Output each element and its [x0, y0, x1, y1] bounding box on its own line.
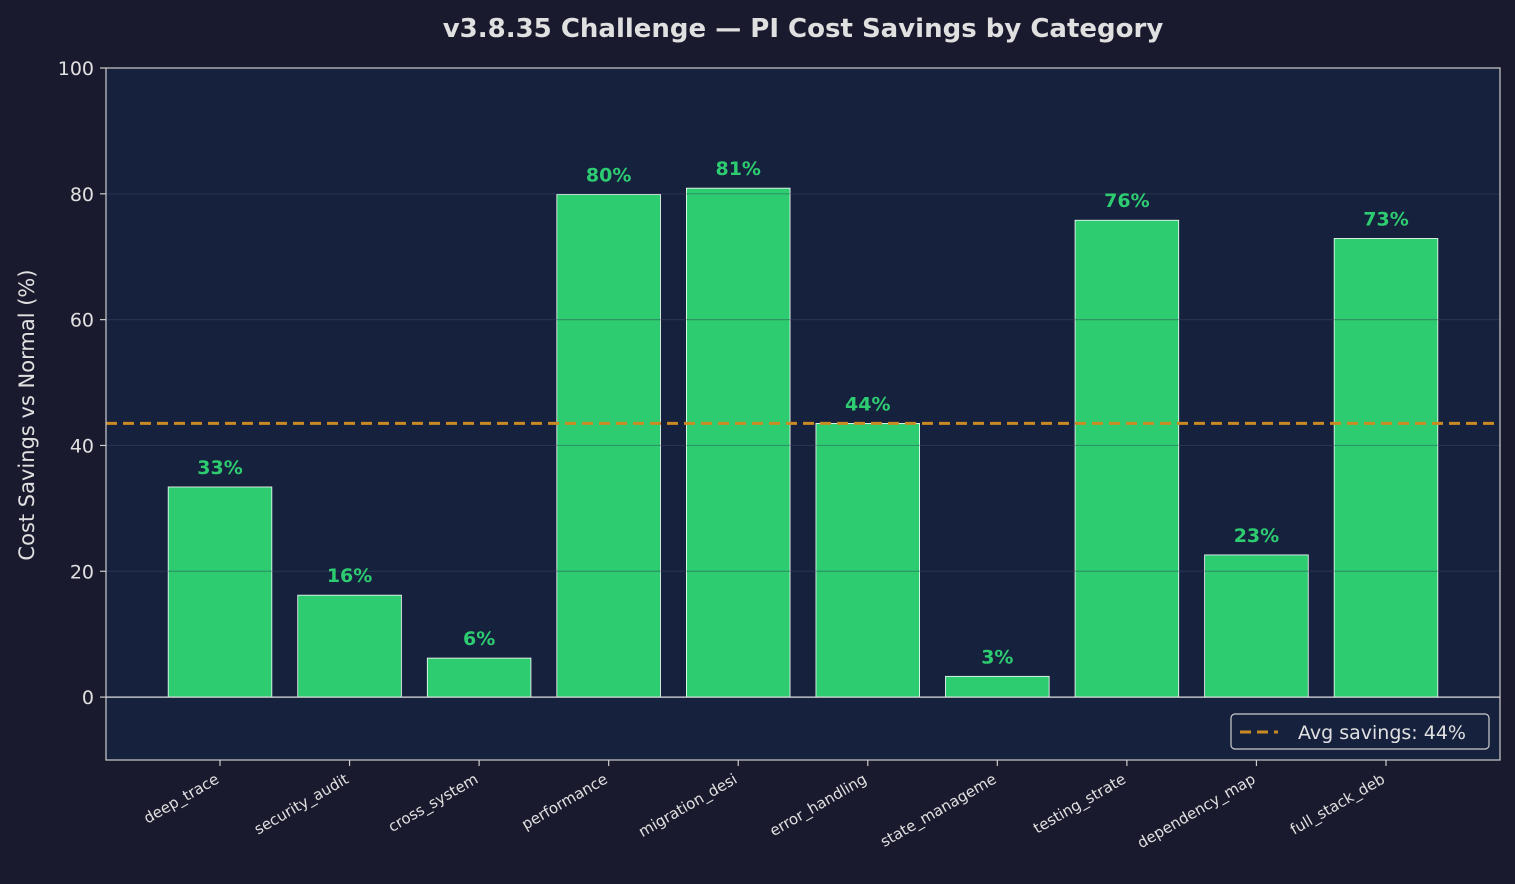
data-label: 23% — [1234, 525, 1279, 547]
legend: Avg savings: 44% — [1230, 713, 1490, 750]
data-label: 33% — [197, 457, 242, 479]
bar-full_stack_deb — [1333, 238, 1439, 698]
y-tick-label: 100 — [58, 58, 94, 80]
data-label: 3% — [981, 646, 1013, 668]
bars — [106, 187, 1500, 698]
y-tick-label: 20 — [70, 561, 94, 583]
bar-error_handling — [815, 423, 920, 698]
data-label: 80% — [586, 164, 631, 186]
plot-frame — [105, 67, 1501, 761]
legend-label: Avg savings: 44% — [1298, 722, 1466, 744]
data-labels: 33% 16% 6% 80% 81% 44% 3% 76% 23% 73% — [197, 158, 1408, 668]
y-axis: 0 20 40 60 80 100 — [58, 58, 106, 709]
data-label: 16% — [327, 565, 372, 587]
data-label: 76% — [1104, 190, 1149, 212]
bar-migration_desi — [686, 187, 791, 698]
y-tick-label: 60 — [70, 310, 94, 332]
bar-deep_trace — [167, 486, 273, 698]
bar-security_audit — [297, 594, 402, 698]
y-tick-label: 40 — [70, 435, 94, 457]
data-label: 44% — [845, 393, 890, 415]
data-label: 6% — [463, 628, 495, 650]
bar-dependency_map — [1204, 554, 1309, 698]
data-label: 73% — [1363, 208, 1408, 230]
data-label: 81% — [715, 158, 760, 180]
y-tick-label: 80 — [70, 184, 94, 206]
legend-box — [1230, 713, 1490, 750]
chart-title: v3.8.35 Challenge — PI Cost Savings by C… — [443, 14, 1164, 44]
y-axis-label: Cost Savings vs Normal (%) — [15, 269, 39, 560]
y-tick-label: 0 — [82, 687, 94, 709]
bar-performance — [556, 194, 661, 698]
bar-state_manageme — [945, 675, 1050, 698]
bar-cross_system — [426, 657, 532, 698]
bar-testing_strate — [1074, 219, 1180, 698]
